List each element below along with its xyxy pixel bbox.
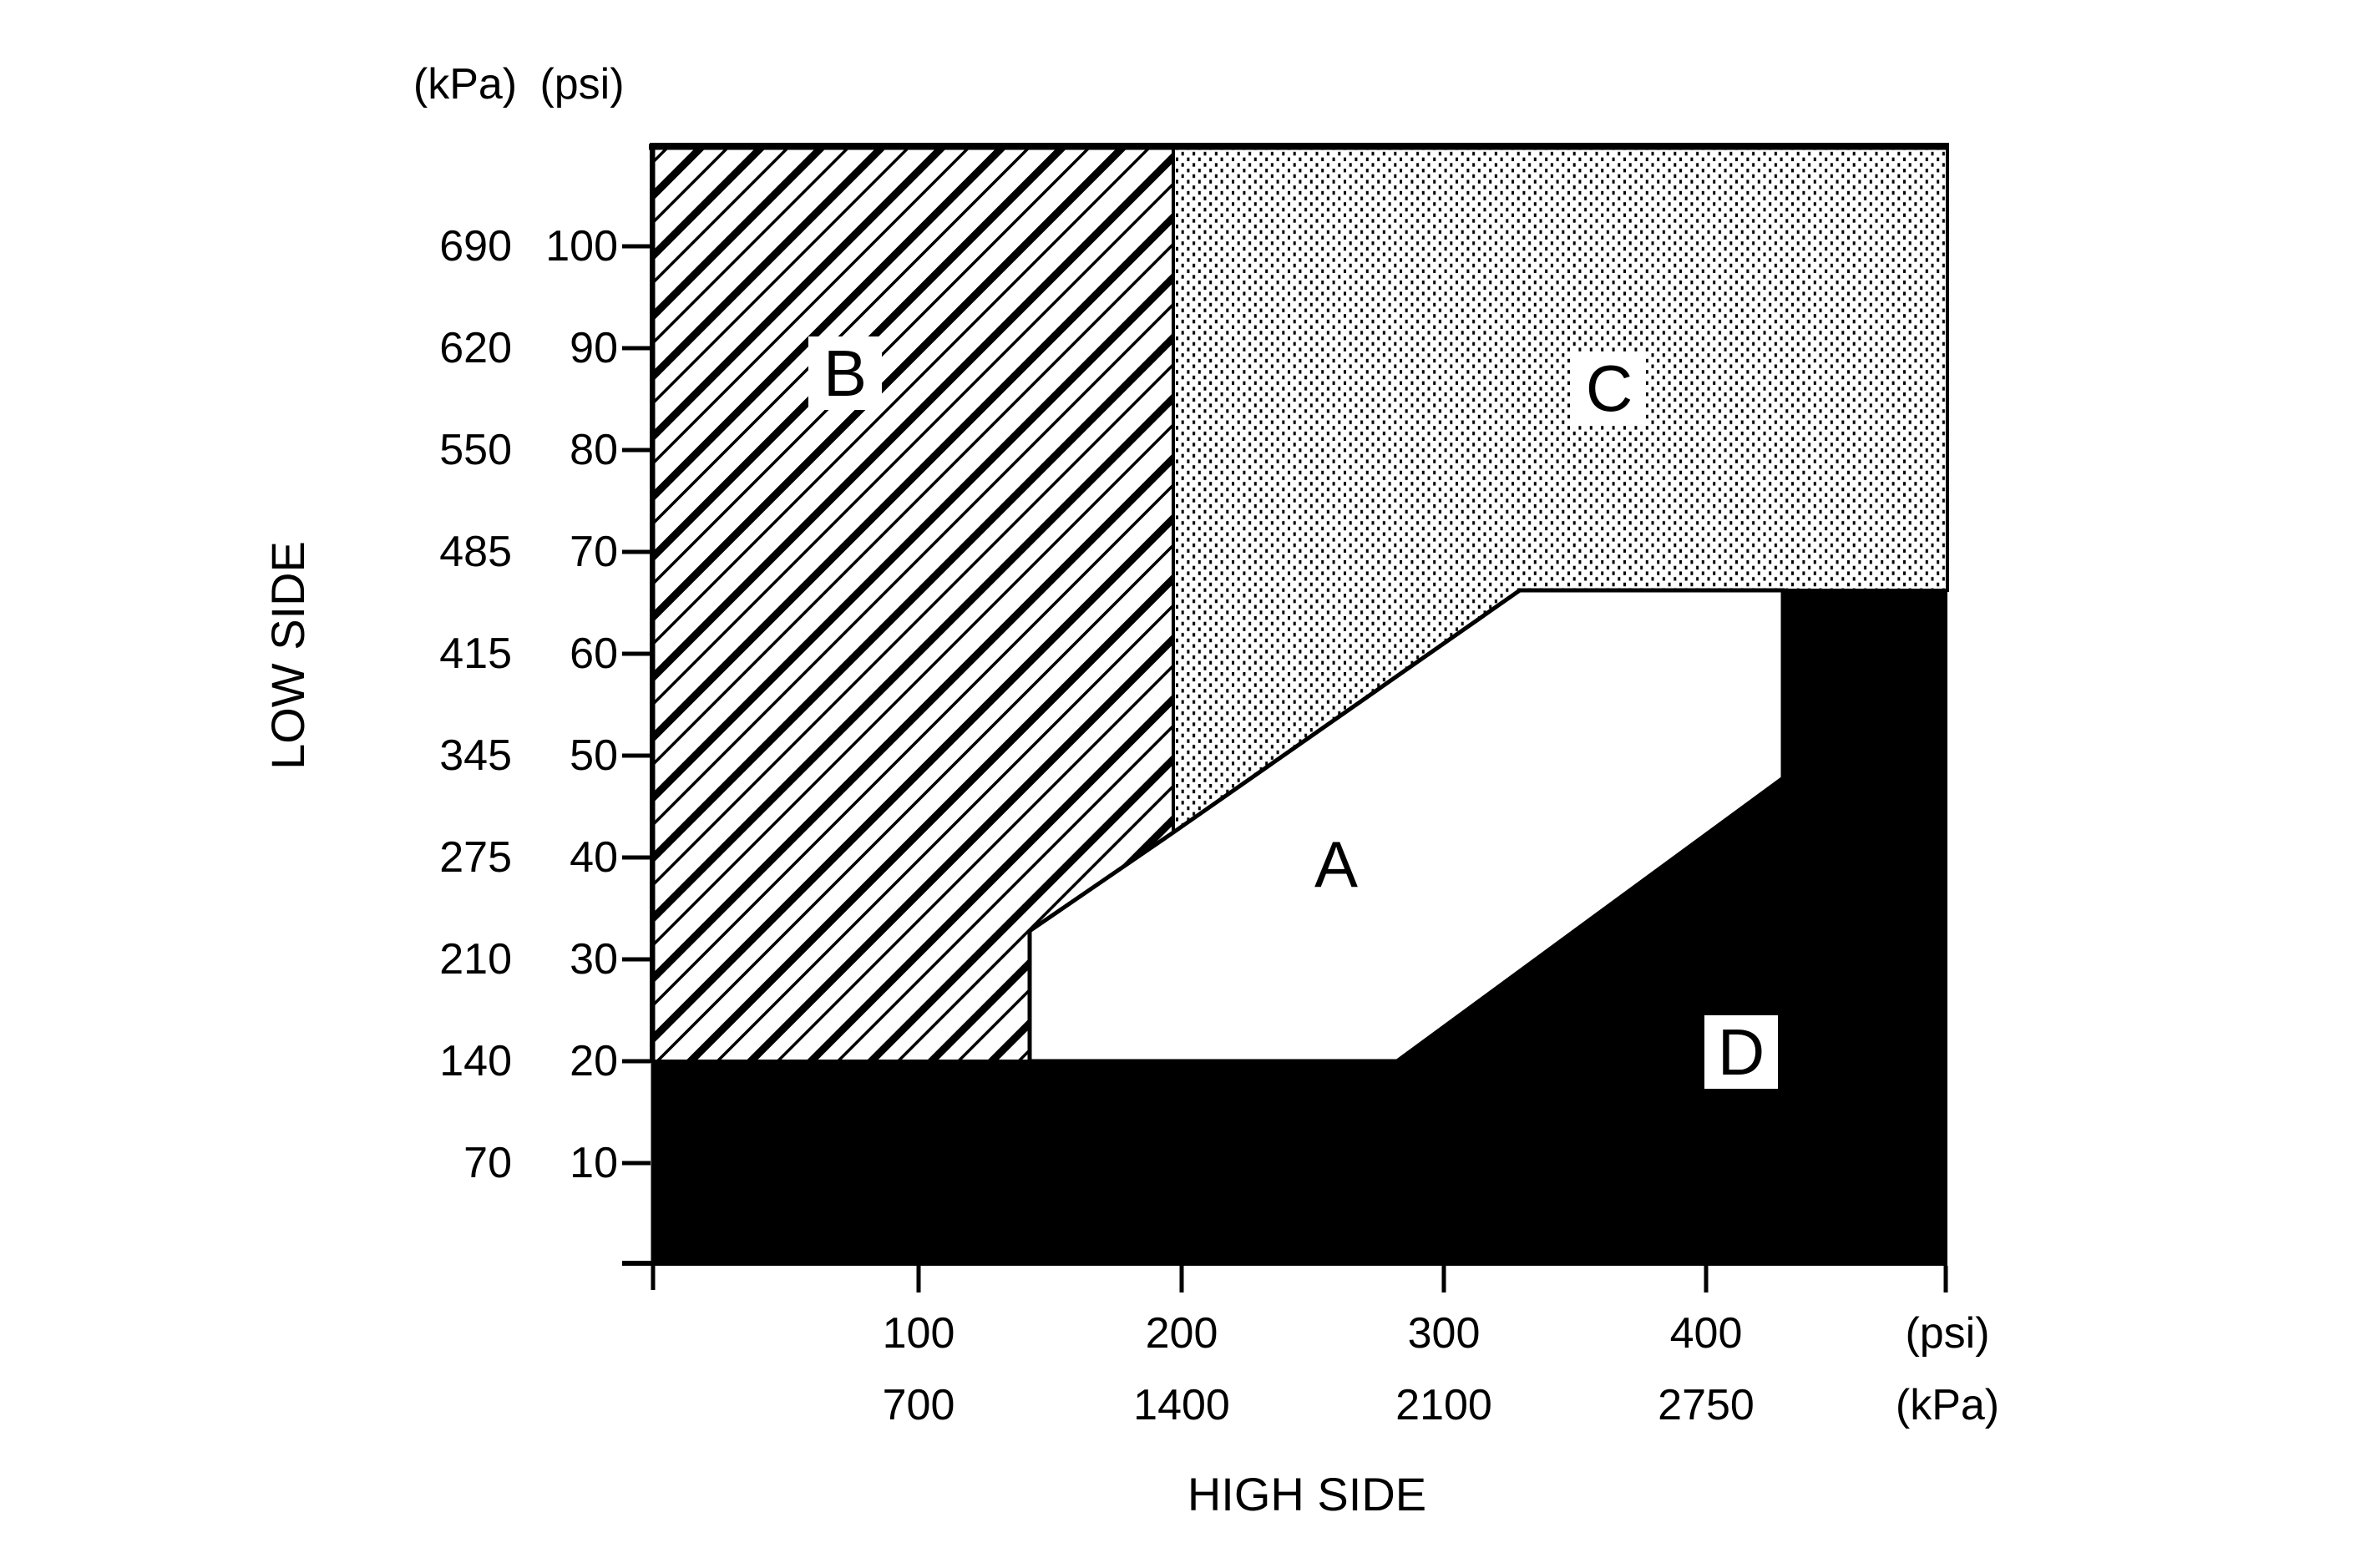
region-a-label: A — [1314, 827, 1359, 901]
x-tick-label-psi: 100 — [882, 1309, 955, 1358]
y-tick-label-psi: 10 — [570, 1139, 618, 1187]
x-tick-label-kpa: 2100 — [1395, 1381, 1492, 1429]
y-axis-unit-psi: (psi) — [539, 60, 625, 109]
y-tick-label-psi: 20 — [570, 1037, 618, 1085]
x-tick-label-psi: 300 — [1407, 1309, 1481, 1358]
y-tick-label-kpa: 275 — [439, 833, 512, 882]
x-axis-title: HIGH SIDE — [1187, 1468, 1427, 1520]
y-tick-label-psi: 70 — [570, 528, 618, 576]
y-tick-label-psi: 90 — [570, 324, 618, 372]
y-tick-label-kpa: 140 — [439, 1037, 512, 1085]
x-axis-unit-kpa: (kPa) — [1895, 1381, 2000, 1429]
x-tick-label-kpa: 700 — [882, 1381, 955, 1429]
y-tick-label-psi: 100 — [545, 222, 618, 271]
y-tick-label-kpa: 620 — [439, 324, 512, 372]
y-tick-label-kpa: 550 — [439, 426, 512, 474]
x-axis-unit-psi: (psi) — [1905, 1309, 1990, 1358]
y-axis-unit-kpa: (kPa) — [413, 60, 518, 109]
y-tick-label-psi: 30 — [570, 935, 618, 984]
region-d-label: D — [1704, 1015, 1778, 1089]
region-b-label: B — [808, 336, 882, 410]
y-tick-label-kpa: 210 — [439, 935, 512, 984]
x-tick-label-psi: 200 — [1145, 1309, 1218, 1358]
y-tick-label-kpa: 690 — [439, 222, 512, 271]
y-tick-label-psi: 60 — [570, 630, 618, 678]
region-c-label: C — [1572, 352, 1646, 425]
y-tick-label-kpa: 70 — [463, 1139, 512, 1187]
region-d-polygon — [651, 590, 1947, 1265]
y-tick-label-kpa: 415 — [439, 630, 512, 678]
y-tick-label-kpa: 345 — [439, 731, 512, 780]
x-tick-label-psi: 400 — [1669, 1309, 1743, 1358]
y-tick-label-psi: 50 — [570, 731, 618, 780]
y-tick-label-psi: 40 — [570, 833, 618, 882]
x-tick-label-kpa: 2750 — [1658, 1381, 1755, 1429]
x-tick-label-kpa: 1400 — [1133, 1381, 1230, 1429]
y-axis-title: LOW SIDE — [261, 541, 314, 770]
y-tick-label-kpa: 485 — [439, 528, 512, 576]
region-a-polygon — [1027, 588, 1785, 1064]
y-tick-label-psi: 80 — [570, 426, 618, 474]
